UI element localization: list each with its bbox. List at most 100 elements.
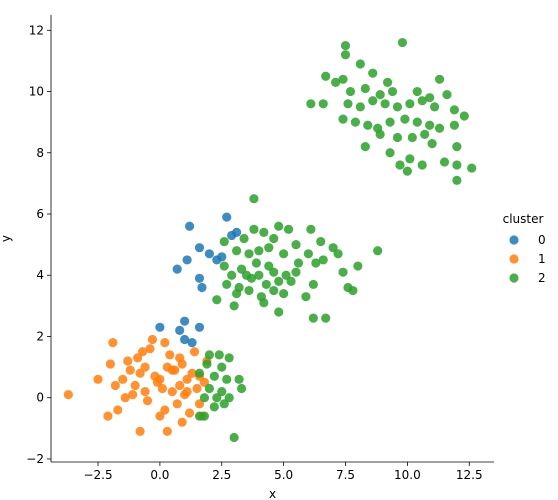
data-point-cluster-2	[395, 160, 405, 170]
data-point-cluster-1	[182, 374, 192, 384]
data-point-cluster-2	[281, 270, 291, 280]
data-point-cluster-0	[194, 322, 205, 332]
data-point-cluster-1	[120, 393, 130, 403]
legend-label-cluster-2: 2	[538, 271, 546, 285]
data-point-cluster-2	[204, 350, 214, 360]
legend-label-cluster-0: 0	[538, 233, 546, 247]
data-point-cluster-1	[192, 383, 202, 394]
data-point-cluster-2	[212, 295, 222, 305]
data-point-cluster-2	[264, 261, 274, 271]
data-point-cluster-1	[167, 365, 177, 375]
data-point-cluster-1	[194, 399, 205, 409]
data-point-cluster-0	[155, 322, 165, 332]
data-point-cluster-2	[209, 402, 219, 412]
legend: cluster 0 1 2	[503, 212, 546, 285]
data-point-cluster-1	[189, 347, 200, 357]
data-point-cluster-2	[259, 298, 269, 308]
plot-area	[63, 37, 477, 443]
data-point-cluster-2	[199, 411, 210, 421]
data-point-cluster-2	[405, 99, 415, 109]
data-point-cluster-1	[103, 411, 113, 421]
data-point-cluster-2	[375, 90, 385, 100]
data-point-cluster-1	[123, 356, 133, 366]
data-point-cluster-0	[172, 264, 182, 274]
data-point-cluster-1	[118, 374, 128, 384]
data-point-cluster-2	[308, 313, 318, 323]
data-point-cluster-2	[434, 74, 445, 84]
y-tick-label: 0	[36, 391, 44, 405]
data-point-cluster-2	[345, 86, 356, 97]
data-point-cluster-1	[125, 365, 135, 375]
data-point-cluster-2	[236, 264, 247, 274]
data-point-cluster-1	[140, 362, 150, 372]
data-point-cluster-2	[380, 99, 390, 109]
data-point-cluster-2	[318, 255, 328, 265]
data-point-cluster-2	[291, 267, 301, 277]
data-point-cluster-2	[308, 279, 318, 290]
data-point-cluster-2	[467, 163, 477, 173]
data-point-cluster-2	[382, 77, 393, 87]
data-point-cluster-2	[251, 258, 262, 268]
data-point-cluster-1	[177, 417, 187, 427]
data-point-cluster-2	[316, 236, 326, 247]
data-point-cluster-0	[175, 325, 185, 335]
data-point-cluster-1	[182, 386, 192, 397]
data-point-cluster-2	[234, 374, 244, 384]
data-point-cluster-2	[279, 249, 289, 259]
y-tick-label: 4	[36, 268, 44, 282]
data-point-cluster-2	[283, 224, 294, 234]
data-point-cluster-2	[397, 37, 408, 48]
data-point-cluster-1	[135, 368, 145, 378]
data-point-cluster-1	[155, 374, 165, 384]
data-point-cluster-2	[449, 120, 460, 130]
data-point-cluster-0	[197, 282, 207, 293]
points-layer	[63, 37, 477, 443]
y-axis-label: y	[0, 235, 13, 242]
data-point-cluster-2	[439, 157, 450, 167]
data-point-cluster-2	[254, 246, 264, 256]
data-point-cluster-2	[407, 132, 417, 143]
data-point-cluster-2	[244, 249, 254, 259]
data-point-cluster-1	[187, 368, 197, 378]
x-tick-label: 0.0	[150, 468, 169, 482]
data-point-cluster-1	[172, 399, 182, 409]
data-point-cluster-2	[274, 221, 284, 231]
data-point-cluster-1	[167, 386, 177, 397]
data-point-cluster-1	[140, 386, 150, 397]
data-point-cluster-2	[209, 371, 219, 381]
data-point-cluster-2	[219, 236, 229, 247]
data-point-cluster-2	[254, 270, 264, 280]
data-point-cluster-2	[392, 102, 403, 112]
data-point-cluster-2	[420, 129, 430, 140]
data-point-cluster-2	[434, 123, 445, 133]
data-point-cluster-1	[108, 337, 118, 348]
data-point-cluster-2	[417, 160, 427, 170]
data-point-cluster-2	[338, 114, 348, 124]
data-point-cluster-2	[229, 301, 239, 311]
data-point-cluster-2	[452, 160, 462, 170]
data-point-cluster-2	[306, 99, 316, 109]
legend-items: 0 1 2	[509, 233, 546, 285]
data-point-cluster-1	[165, 350, 175, 360]
data-point-cluster-2	[412, 86, 422, 97]
x-tick-label: 7.5	[336, 468, 355, 482]
data-point-cluster-2	[318, 99, 328, 109]
data-point-cluster-2	[222, 374, 232, 384]
data-point-cluster-1	[147, 334, 158, 345]
data-point-cluster-1	[135, 426, 145, 436]
data-point-cluster-2	[199, 393, 210, 403]
data-point-cluster-2	[264, 243, 274, 253]
data-point-cluster-2	[261, 279, 271, 290]
data-point-cluster-2	[222, 279, 232, 290]
y-tick-label: 6	[36, 207, 44, 221]
y-tick-label: 8	[36, 146, 44, 160]
data-point-cluster-1	[113, 405, 123, 415]
data-point-cluster-0	[187, 337, 197, 348]
data-point-cluster-2	[430, 102, 440, 112]
data-point-cluster-1	[155, 411, 165, 421]
x-axis-ticks: −2.5 0.0 2.5 5.0 7.5 10.0 12.5	[83, 462, 483, 482]
data-point-cluster-2	[333, 249, 343, 259]
legend-marker-cluster-0	[509, 235, 519, 245]
data-point-cluster-0	[180, 334, 190, 345]
